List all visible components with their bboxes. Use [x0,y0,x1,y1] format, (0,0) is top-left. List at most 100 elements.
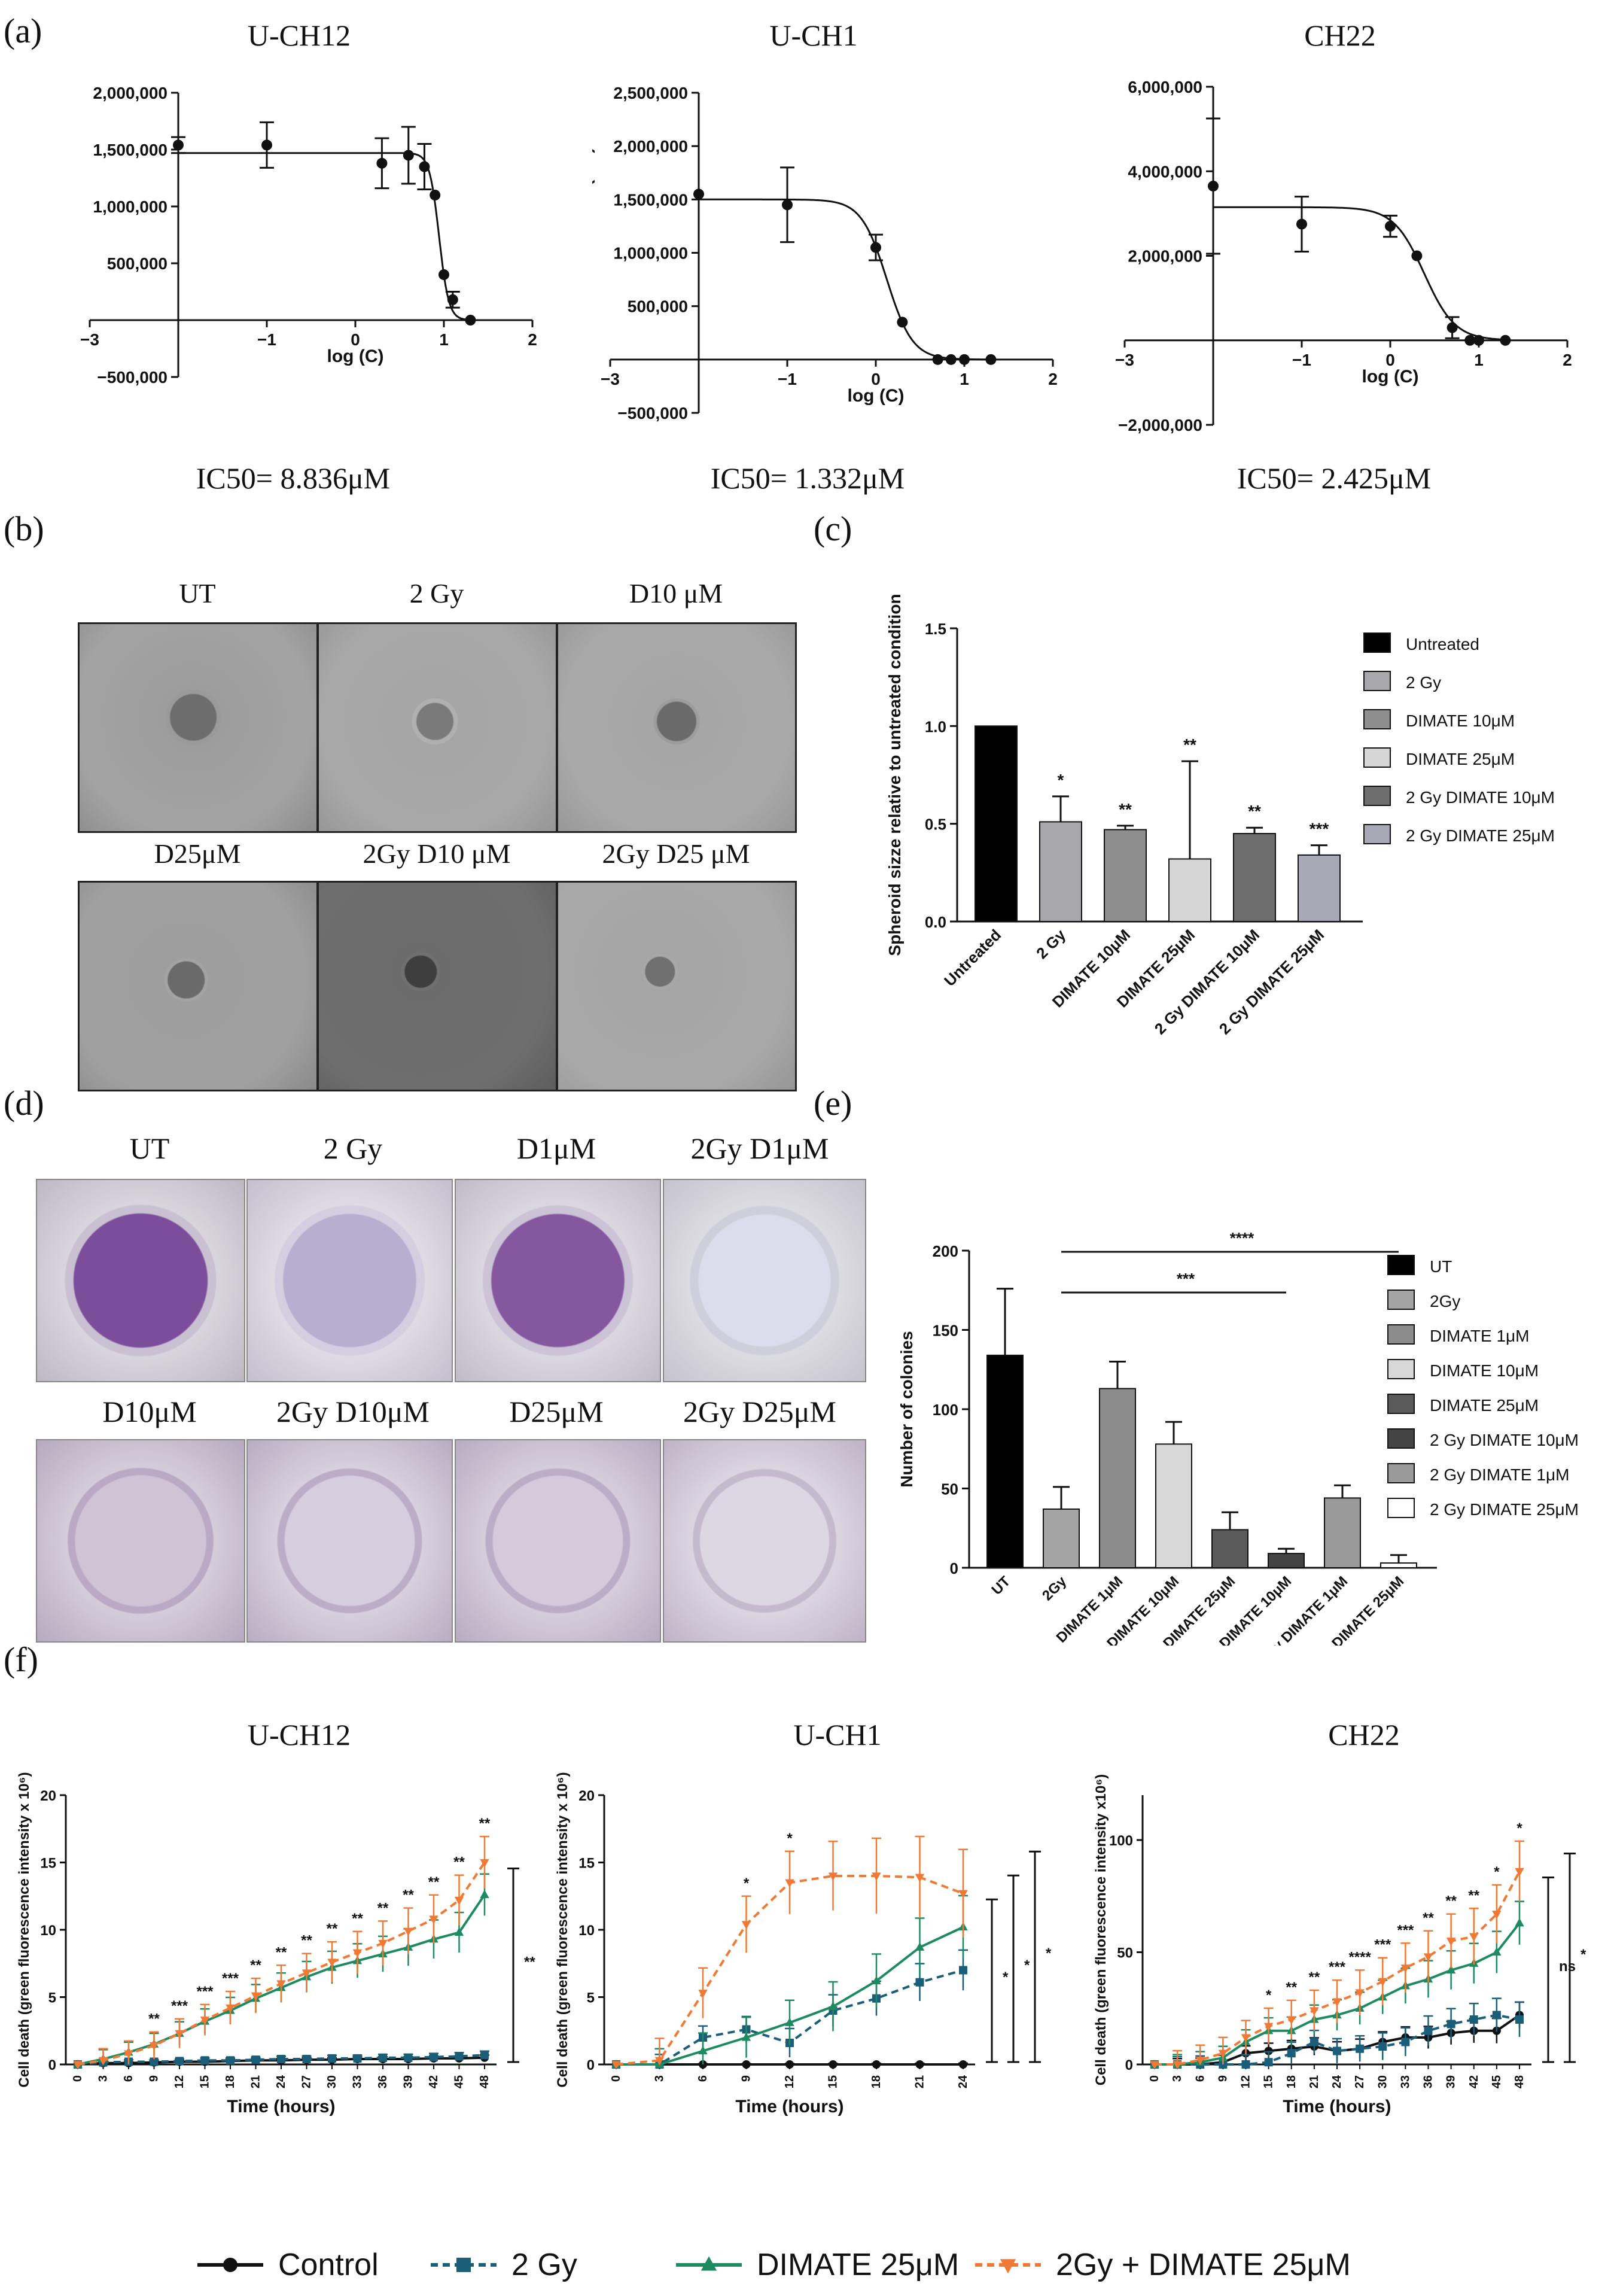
y-axis-label: Cell death (green fluorescence intensity… [16,1772,32,2087]
bar-5 [1298,854,1341,922]
x-tick-label: 3 [653,2075,666,2082]
chart-f1-title: U-CH12 [247,1718,351,1751]
y-axis-label: Number of colonies [897,1331,916,1487]
series-point-1 [328,2054,336,2063]
significance-label: ** [428,1874,440,1890]
series-point-1 [1469,2015,1478,2024]
series-point-3 [1195,2056,1205,2065]
legend-label: DIMATE 25μM [1430,1396,1539,1415]
bar-3 [1155,1443,1192,1568]
series-point-2 [480,1890,489,1899]
x-tick-label: −1 [778,370,797,388]
x-tick-label: 27 [1353,2075,1366,2088]
category-label: 2 Gy DIMATE 25μM [1216,926,1327,1038]
bar-1 [1043,1508,1080,1569]
legend-label: 2 Gy DIMATE 1μM [1430,1465,1569,1484]
significance-label: *** [1329,1959,1346,1975]
series-line-3 [77,1862,486,2066]
series-point-3 [872,1872,881,1881]
significance-label: ** [327,1921,338,1937]
d-label-2gy-d25: 2Gy D25μM [683,1395,836,1428]
significance-label: ** [1309,1969,1320,1985]
series-point-3 [429,1915,438,1924]
x-tick-label: 6 [122,2075,135,2082]
x-tick-label: 27 [300,2075,313,2088]
y-tick-label: 4,000,000 [1128,162,1202,181]
x-axis-label: log (C) [1362,367,1419,387]
legend-swatch [1363,632,1391,653]
x-tick-label: 48 [478,2075,491,2088]
x-tick-label: 48 [1513,2075,1526,2088]
significance-label: ** [1468,1887,1479,1903]
micro-2gy-d25 [556,881,797,1091]
significance-label: ** [1423,1910,1434,1926]
plate-2gy-d10 [246,1439,453,1643]
y-tick-label: 1,000,000 [613,244,688,263]
x-tick-label: 12 [783,2075,796,2088]
y-axis-label: Spheroid sizze relative to untreated con… [885,594,904,956]
bar-5 [1268,1553,1305,1569]
legend-swatch [1363,709,1391,729]
y-tick-label: 1,000,000 [93,197,168,216]
micro-2gy [317,622,558,833]
y-tick-label: 0 [1125,2057,1133,2073]
series-point-3 [480,1859,489,1868]
series-point-3 [915,1874,925,1883]
bar-6 [1324,1497,1361,1569]
series-point-0 [915,2060,924,2069]
x-tick-label: 45 [1490,2075,1503,2088]
series-point-1 [200,2056,209,2065]
series-point-0 [959,2060,967,2069]
micro-ut [78,622,318,833]
series-point-3 [1492,1911,1502,1920]
series-point-1 [302,2055,311,2063]
y-tick-label: 20 [578,1788,595,1804]
data-point-8 [465,315,476,326]
category-label: Untreated [940,926,1004,990]
significance-label: ** [1445,1893,1457,1909]
significance-label: *** [1397,1922,1414,1938]
significance-label: **** [1348,1949,1371,1965]
series-point-1 [1333,2046,1341,2055]
chart-f3-title: CH22 [1328,1718,1400,1751]
x-tick-label: −3 [80,330,99,349]
significance-label: ** [1248,802,1261,820]
x-tick-label: 0 [1385,351,1395,369]
d-label-d1: D1μM [516,1132,596,1165]
series-point-3 [698,1990,708,1999]
legend-swatch [1387,1290,1415,1310]
x-tick-label: 18 [1285,2075,1298,2088]
legend-label: 2 Gy [1406,673,1441,692]
legend-label: DIMATE 10μM [1406,711,1515,730]
x-tick-label: 12 [1240,2075,1253,2088]
y-tick-label: 200 [933,1242,958,1260]
x-axis-label: Time (hours) [227,2097,335,2116]
significance-label: ** [352,1911,363,1927]
series-point-3 [1355,1989,1365,1998]
x-tick-label: 15 [199,2075,212,2088]
y-tick-label: 15 [40,1856,56,1872]
series-point-3 [1400,1964,1411,1973]
series-point-1 [1515,2015,1524,2024]
legend-marker [701,2256,717,2271]
data-point-7 [447,294,458,305]
data-point-7 [985,354,997,365]
series-point-1 [404,2053,413,2062]
series-point-1 [379,2053,387,2062]
x-tick-label: 18 [224,2075,237,2088]
y-tick-label: 5 [48,1990,56,2006]
x-tick-label: 3 [1171,2075,1184,2082]
y-tick-label: 0 [950,1559,958,1577]
x-tick-label: 12 [173,2075,186,2088]
legend-swatch [1387,1359,1415,1379]
bar-4 [1233,833,1276,922]
data-point-4 [419,161,430,172]
fit-curve [699,198,991,361]
y-tick-label: 50 [941,1480,958,1498]
data-point-5 [945,354,957,365]
series-point-1 [251,2055,260,2064]
x-tick-label: 0 [1148,2075,1161,2082]
series-point-2 [698,2046,708,2055]
series-point-3 [378,1939,388,1948]
